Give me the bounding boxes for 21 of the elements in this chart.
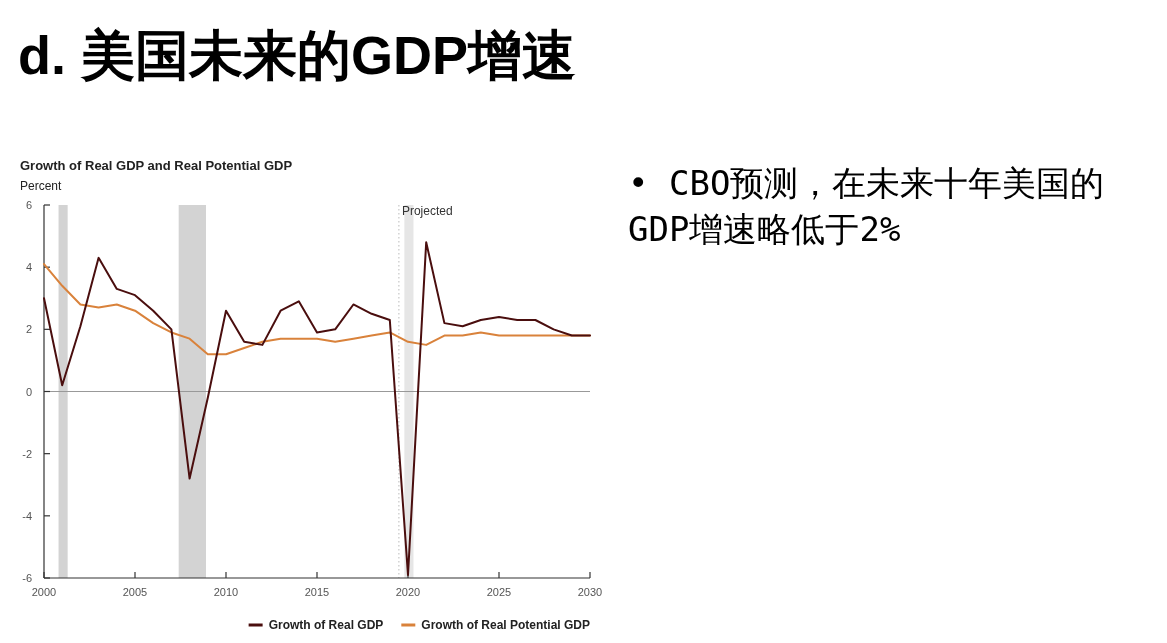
text: • CBO预测，在未来十年美国的 GDP增速略低于2% [628, 162, 1105, 251]
y-tick-label: 2 [25, 323, 32, 336]
chart-title: d. 美国未来的GDP增速 [18, 24, 577, 87]
x-tick-label: 2030 [577, 586, 603, 598]
x-tick-label: 2000 [31, 586, 57, 598]
y-tick-label: 4 [25, 261, 32, 274]
legend-label: Growth of Real GDP [268, 618, 384, 632]
y-tick-label: -4 [22, 509, 32, 522]
y-tick-label: 6 [25, 199, 32, 211]
ref-line-label: Projected [401, 204, 453, 218]
legend-label: Growth of Real Potential GDP [421, 618, 590, 632]
y-tick-label: 0 [25, 385, 32, 398]
y-tick-label: -6 [22, 572, 32, 584]
x-tick-label: 2005 [122, 586, 148, 598]
x-tick-label: 2020 [395, 586, 421, 598]
x-tick-label: 2010 [213, 586, 239, 598]
y-axis-title: Percent [20, 179, 63, 193]
x-tick-label: 2015 [304, 586, 330, 598]
y-tick-label: -2 [22, 447, 32, 460]
x-tick-label: 2025 [486, 586, 512, 598]
chart-subtitle: Growth of Real GDP and Real Potential GDP [20, 158, 293, 173]
